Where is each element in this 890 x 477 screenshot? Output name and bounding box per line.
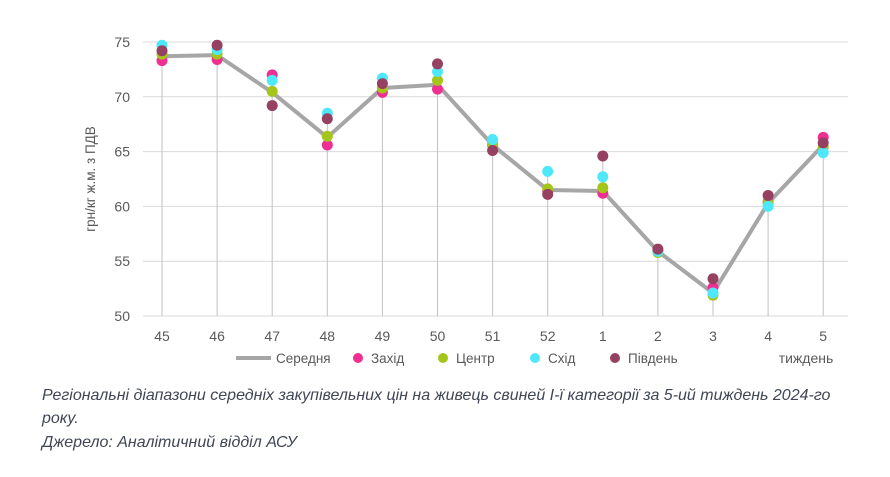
data-point-Схід bbox=[597, 171, 609, 183]
data-point-Захід bbox=[321, 139, 333, 151]
y-tick-label: 75 bbox=[114, 34, 130, 50]
data-point-Центр bbox=[597, 182, 609, 194]
legend-dot-Центр bbox=[438, 353, 448, 363]
x-tick-label: 46 bbox=[209, 328, 225, 344]
x-tick-label: 45 bbox=[154, 328, 170, 344]
data-point-Південь bbox=[432, 58, 443, 70]
x-tick-label: 3 bbox=[709, 328, 717, 344]
data-point-Південь bbox=[652, 243, 664, 255]
data-point-Схід bbox=[542, 165, 554, 177]
legend-dot-Південь bbox=[610, 353, 620, 363]
data-point-Південь bbox=[487, 145, 499, 157]
x-tick-label: 47 bbox=[264, 328, 280, 344]
x-tick-label: 1 bbox=[599, 328, 607, 344]
y-tick-label: 70 bbox=[114, 89, 130, 105]
x-tick-label: 2 bbox=[654, 328, 662, 344]
data-point-Південь bbox=[762, 189, 774, 201]
data-point-Схід bbox=[266, 74, 278, 86]
data-point-Схід bbox=[762, 200, 774, 212]
data-point-Південь bbox=[321, 113, 333, 125]
legend-label-average: Середня bbox=[276, 351, 331, 366]
caption-block: Регіональні діапазони середніх закупівел… bbox=[42, 384, 842, 454]
legend-dot-Схід bbox=[530, 353, 540, 363]
data-point-Центр bbox=[432, 74, 443, 86]
chart-caption: Регіональні діапазони середніх закупівел… bbox=[42, 387, 831, 427]
data-point-Центр bbox=[266, 85, 278, 97]
data-point-Південь bbox=[156, 45, 168, 57]
legend-dot-Захід bbox=[353, 353, 363, 363]
x-tick-label: 4 bbox=[764, 328, 772, 344]
x-tick-label: 51 bbox=[485, 328, 501, 344]
chart-source: Джерело: Аналітичний відділ АСУ bbox=[42, 434, 297, 451]
data-point-Південь bbox=[266, 100, 278, 112]
data-point-Південь bbox=[707, 273, 719, 285]
x-axis-label: тиждень bbox=[779, 350, 834, 366]
data-point-Південь bbox=[817, 137, 829, 149]
legend-label-Південь: Південь bbox=[628, 351, 678, 366]
data-point-Схід bbox=[817, 147, 829, 159]
y-axis-label: грн/кг ж.м. з ПДВ bbox=[83, 126, 98, 232]
legend-label-Центр: Центр bbox=[456, 351, 495, 366]
legend-label-Захід: Захід bbox=[371, 351, 404, 366]
data-point-Схід bbox=[432, 66, 443, 78]
data-point-Захід bbox=[432, 83, 443, 95]
x-tick-label: 50 bbox=[430, 328, 446, 344]
x-tick-label: 52 bbox=[540, 328, 556, 344]
data-point-Південь bbox=[376, 78, 388, 90]
y-tick-label: 60 bbox=[114, 198, 130, 214]
data-point-Південь bbox=[597, 150, 609, 162]
data-point-Центр bbox=[321, 130, 333, 142]
y-tick-label: 50 bbox=[114, 308, 130, 324]
data-point-Південь bbox=[211, 39, 223, 51]
x-tick-label: 48 bbox=[320, 328, 336, 344]
x-tick-label: 5 bbox=[819, 328, 827, 344]
data-point-Схід bbox=[487, 134, 499, 146]
y-tick-label: 65 bbox=[114, 144, 130, 160]
data-point-Схід bbox=[707, 287, 719, 299]
data-point-Південь bbox=[542, 188, 554, 200]
y-tick-label: 55 bbox=[114, 253, 130, 269]
legend-label-Схід: Схід bbox=[548, 351, 575, 366]
x-tick-label: 49 bbox=[375, 328, 391, 344]
